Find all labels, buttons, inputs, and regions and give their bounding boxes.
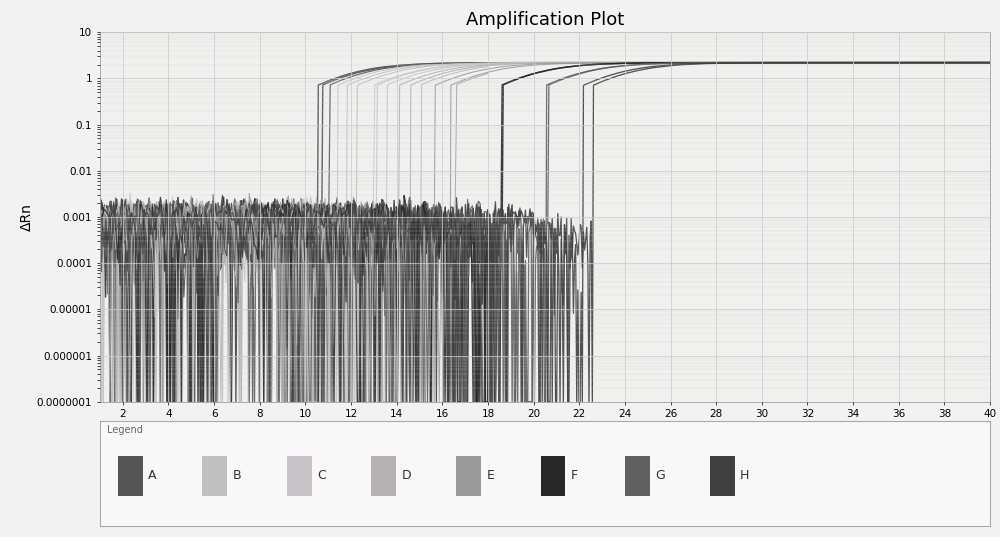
Y-axis label: ΔRn: ΔRn — [20, 203, 34, 231]
Text: Legend: Legend — [107, 425, 143, 435]
Bar — [541, 455, 565, 496]
X-axis label: Cycle: Cycle — [526, 425, 564, 439]
Text: D: D — [402, 469, 411, 482]
Text: B: B — [233, 469, 241, 482]
Text: G: G — [655, 469, 665, 482]
Bar — [118, 455, 143, 496]
Text: E: E — [486, 469, 494, 482]
Bar — [202, 455, 227, 496]
Text: F: F — [571, 469, 578, 482]
Bar — [625, 455, 650, 496]
Title: Amplification Plot: Amplification Plot — [466, 11, 624, 30]
Bar — [456, 455, 481, 496]
Text: C: C — [317, 469, 326, 482]
Bar — [710, 455, 735, 496]
Text: A: A — [148, 469, 157, 482]
Bar — [371, 455, 396, 496]
Text: H: H — [740, 469, 749, 482]
Bar — [287, 455, 312, 496]
